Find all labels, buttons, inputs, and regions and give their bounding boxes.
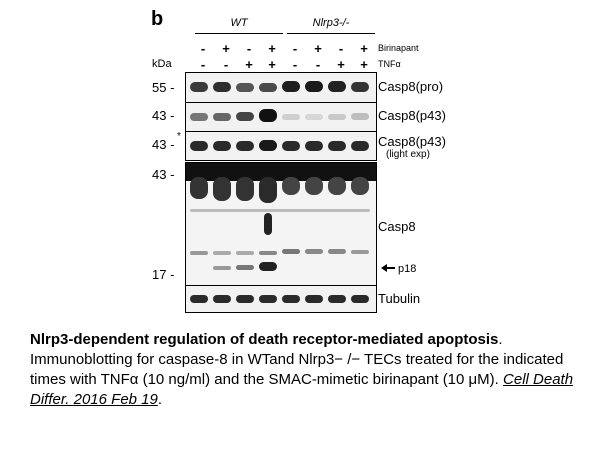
blot-label-casp8-p43: Casp8(p43) [378, 108, 446, 123]
treatment-sign: - [223, 57, 229, 72]
treatment-label-birinapant: Birinapant [378, 43, 419, 53]
group-label-wt: WT [230, 17, 248, 29]
arrow-left-icon [380, 262, 396, 276]
treatment-sign: - [200, 57, 206, 72]
figure-caption: Nlrp3-dependent regulation of death rece… [30, 330, 590, 410]
blot-label-casp8-pro: Casp8(pro) [378, 79, 444, 94]
caption-end: . [157, 391, 163, 408]
blot-casp8-full [185, 162, 377, 286]
mw-marker-43-a: 43 - [152, 108, 175, 123]
treatment-sign: - [246, 41, 252, 56]
treatment-sign: + [360, 41, 368, 56]
treatment-sign: + [337, 57, 345, 72]
treatment-sign: - [292, 57, 298, 72]
blot-label-tubulin: Tubulin [378, 291, 421, 306]
treatment-sign: - [292, 41, 298, 56]
nonspecific-star: * [177, 131, 181, 142]
citation-link[interactable]: Cell Death Differ. 2016 Feb 19 [30, 371, 574, 408]
treatment-label-tnf: TNFα [378, 59, 401, 69]
treatment-sign: + [268, 41, 276, 56]
blot-casp8-pro [185, 72, 377, 104]
treatment-sign: + [222, 41, 230, 56]
mw-marker-17: 17 - [152, 267, 175, 282]
mw-marker-43-b: 43 - [152, 137, 175, 152]
kda-label: kDa [152, 58, 172, 70]
group-line-wt [195, 33, 283, 34]
caption-title: Nlrp3-dependent regulation of death rece… [30, 331, 499, 348]
panel-letter: b [151, 8, 164, 30]
treatment-sign: - [315, 57, 321, 72]
blot-label-casp8-p43-light: Casp8(p43) [378, 134, 446, 149]
treatment-sign: + [360, 57, 368, 72]
arrow-label-p18: p18 [398, 263, 417, 275]
blot-casp8-p43-light [185, 131, 377, 161]
group-label-nlrp3: Nlrp3-/- [312, 17, 350, 29]
treatment-sign: + [245, 57, 253, 72]
group-line-nlrp3 [287, 33, 375, 34]
mw-marker-43-c: 43 - [152, 167, 175, 182]
caption-body: . Immunoblotting for caspase-8 in WTand … [30, 331, 564, 388]
mw-marker-55: 55 - [152, 80, 175, 95]
treatment-sign: - [200, 41, 206, 56]
blot-tubulin [185, 285, 377, 313]
blot-casp8-p43 [185, 102, 377, 132]
blot-sublabel-light-exp: (light exp) [386, 149, 430, 160]
treatment-sign: + [314, 41, 322, 56]
blot-label-casp8: Casp8 [378, 219, 416, 234]
treatment-sign: + [268, 57, 276, 72]
treatment-sign: - [338, 41, 344, 56]
